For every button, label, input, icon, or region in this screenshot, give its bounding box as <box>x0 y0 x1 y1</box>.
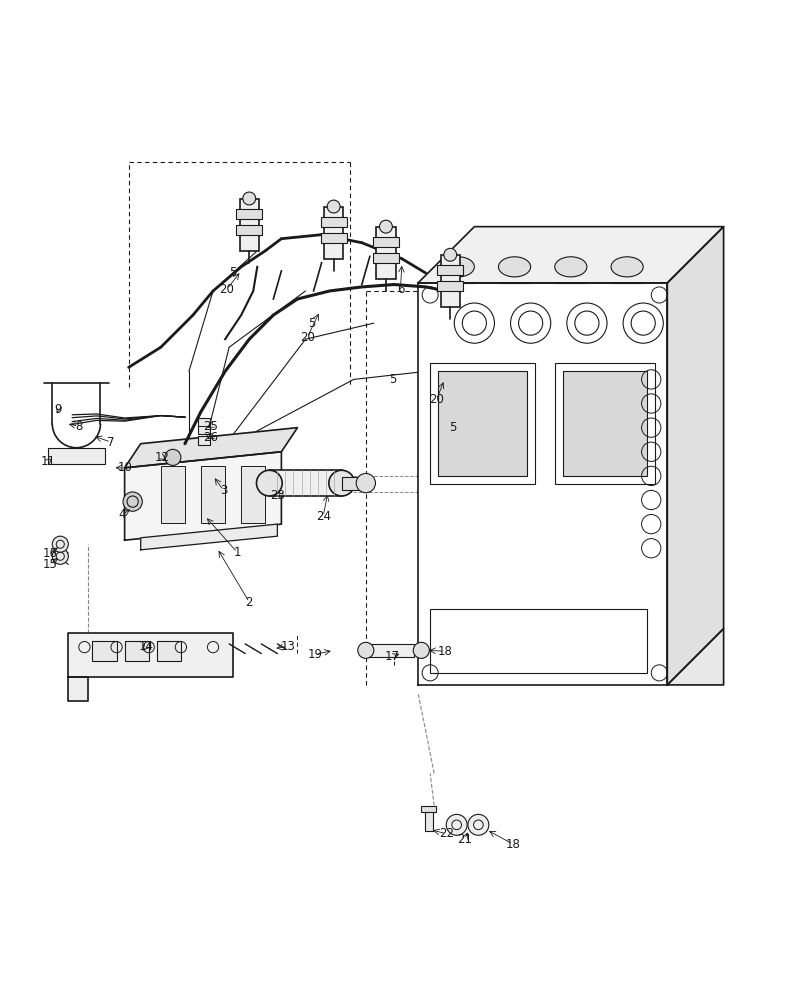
Text: 20: 20 <box>429 393 443 406</box>
Polygon shape <box>666 629 723 685</box>
Circle shape <box>443 248 456 261</box>
Circle shape <box>165 449 181 465</box>
Bar <box>554 363 654 484</box>
Circle shape <box>467 814 488 835</box>
Bar <box>365 644 414 657</box>
Bar <box>430 609 646 673</box>
Bar <box>236 209 262 219</box>
Bar <box>239 199 259 251</box>
Text: 18: 18 <box>505 838 520 851</box>
Text: 4: 4 <box>118 508 126 521</box>
Text: 25: 25 <box>203 420 218 433</box>
Bar <box>437 265 463 275</box>
Ellipse shape <box>328 470 354 496</box>
Text: 18: 18 <box>437 645 451 658</box>
Ellipse shape <box>554 257 586 277</box>
Text: 24: 24 <box>316 510 330 523</box>
Text: 1: 1 <box>233 546 241 559</box>
Ellipse shape <box>498 257 530 277</box>
Ellipse shape <box>610 257 642 277</box>
Bar <box>320 233 346 243</box>
Text: 7: 7 <box>107 436 115 449</box>
Bar <box>236 225 262 235</box>
Bar <box>376 227 395 279</box>
Bar <box>161 466 185 523</box>
Circle shape <box>327 200 340 213</box>
Text: 8: 8 <box>75 420 83 433</box>
Text: 16: 16 <box>43 547 57 560</box>
Polygon shape <box>68 677 88 701</box>
Text: 20: 20 <box>219 283 234 296</box>
Text: 26: 26 <box>203 431 218 444</box>
Bar <box>198 436 210 445</box>
Text: 5: 5 <box>388 373 396 386</box>
Text: 20: 20 <box>300 331 314 344</box>
Bar <box>157 641 181 661</box>
Circle shape <box>413 642 429 658</box>
Polygon shape <box>124 428 297 468</box>
Bar <box>437 281 463 291</box>
Bar <box>124 641 149 661</box>
Text: 23: 23 <box>270 489 284 502</box>
Bar <box>373 237 398 247</box>
Text: 21: 21 <box>457 833 471 846</box>
Circle shape <box>357 642 373 658</box>
Circle shape <box>52 536 68 552</box>
Polygon shape <box>418 227 723 283</box>
Text: 5: 5 <box>308 317 316 330</box>
Bar <box>241 466 265 523</box>
Bar <box>341 477 361 490</box>
Circle shape <box>356 473 375 493</box>
Bar <box>424 807 432 831</box>
Ellipse shape <box>256 470 282 496</box>
Text: 15: 15 <box>43 558 57 571</box>
Text: 10: 10 <box>117 461 132 474</box>
Text: 12: 12 <box>155 451 169 464</box>
Text: 13: 13 <box>280 640 295 653</box>
Text: 14: 14 <box>139 640 153 653</box>
Bar <box>269 470 341 496</box>
Polygon shape <box>666 227 723 685</box>
Text: 9: 9 <box>54 403 62 416</box>
Bar <box>421 806 435 812</box>
Bar <box>92 641 116 661</box>
Text: 5: 5 <box>448 421 456 434</box>
Bar <box>438 371 526 476</box>
Polygon shape <box>124 452 281 540</box>
Circle shape <box>446 814 467 835</box>
Bar <box>440 255 459 307</box>
Bar <box>48 448 104 464</box>
Polygon shape <box>141 524 277 550</box>
Bar <box>324 207 343 259</box>
Bar <box>320 217 346 227</box>
Circle shape <box>52 548 68 564</box>
Circle shape <box>243 192 255 205</box>
Bar <box>430 363 534 484</box>
Text: 17: 17 <box>385 650 399 663</box>
Polygon shape <box>68 633 233 677</box>
Bar <box>562 371 646 476</box>
Text: 22: 22 <box>438 827 453 840</box>
Polygon shape <box>418 283 666 685</box>
Circle shape <box>123 492 142 511</box>
Text: 6: 6 <box>396 283 404 296</box>
Text: 3: 3 <box>219 484 227 497</box>
Text: 2: 2 <box>245 596 253 609</box>
Text: 5: 5 <box>229 266 237 279</box>
Text: 11: 11 <box>41 455 55 468</box>
Circle shape <box>379 220 392 233</box>
Text: 19: 19 <box>308 648 322 661</box>
Bar <box>373 253 398 263</box>
Bar <box>198 418 210 434</box>
Bar <box>201 466 225 523</box>
Ellipse shape <box>442 257 474 277</box>
